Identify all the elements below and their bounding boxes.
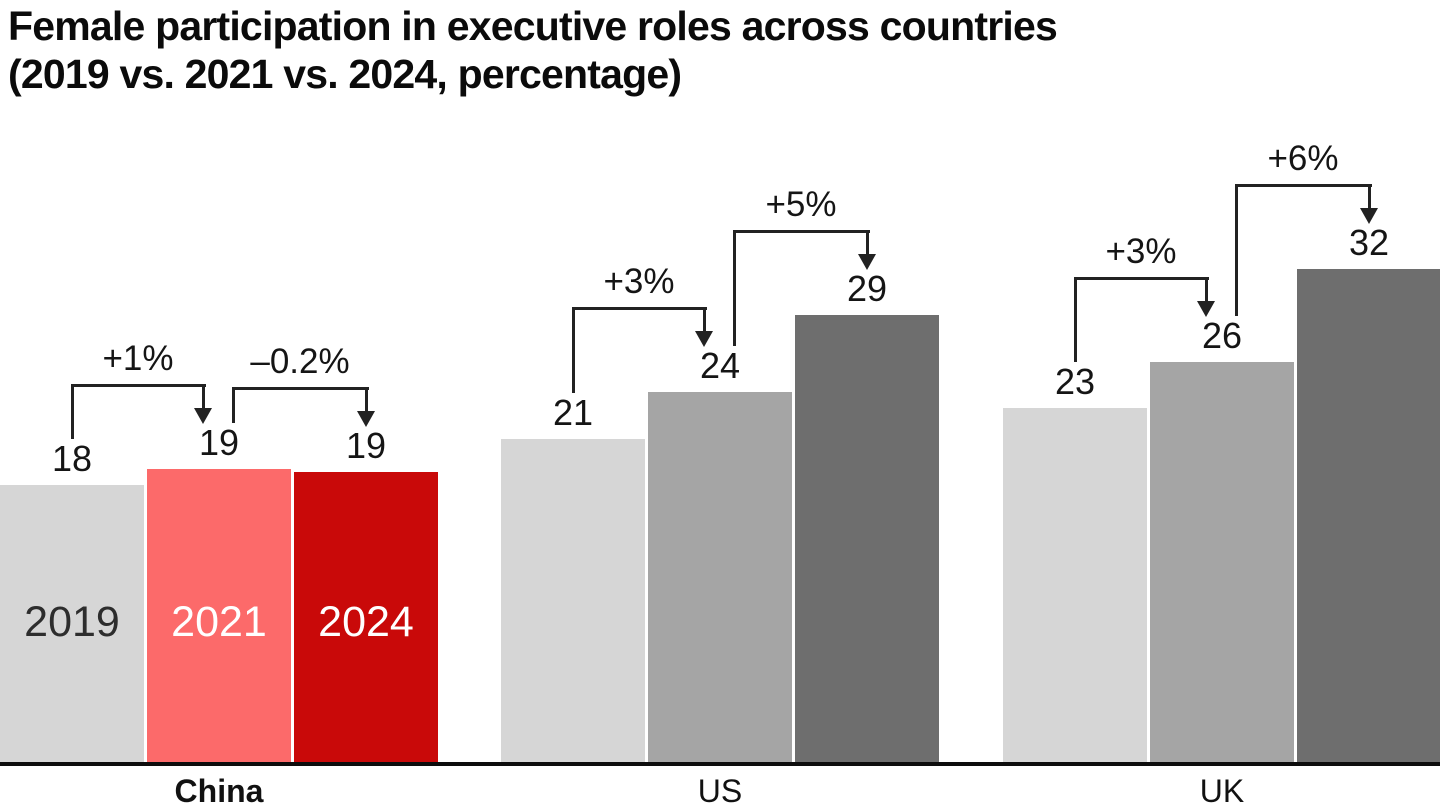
delta-label-uk-0: +3% (1105, 232, 1177, 271)
delta-bracket-arrow-stem-uk-1 (1368, 184, 1371, 208)
bar-uk-2024 (1297, 269, 1440, 762)
chart-title: Female participation in executive roles … (8, 3, 1058, 49)
delta-bracket-left-line-china-0 (71, 384, 74, 439)
country-label-uk: UK (1199, 773, 1245, 809)
delta-label-china-0: +1% (102, 339, 174, 378)
arrow-down-icon-china-0 (194, 408, 212, 424)
bar-value-label-us-2024: 29 (846, 268, 888, 309)
delta-bracket-arrow-stem-china-0 (202, 384, 205, 408)
bar-value-label-us-2021: 24 (699, 345, 741, 386)
arrow-down-icon-us-0 (695, 331, 713, 347)
bar-value-label-china-2024: 19 (345, 425, 387, 466)
bar-us-2024 (795, 315, 939, 762)
bar-value-label-uk-2024: 32 (1348, 222, 1390, 263)
delta-bracket-left-line-us-1 (733, 230, 736, 346)
bar-value-label-uk-2021: 26 (1201, 315, 1243, 356)
bar-china-2024 (294, 472, 438, 762)
bar-value-label-china-2021: 19 (198, 422, 240, 463)
bar-year-label-china-2021: 2021 (171, 598, 267, 646)
delta-bracket-left-line-uk-1 (1235, 184, 1238, 316)
delta-bracket-arrow-stem-china-1 (365, 387, 368, 411)
arrow-down-icon-china-1 (357, 411, 375, 427)
delta-label-us-1: +5% (765, 185, 837, 224)
delta-bracket-left-line-china-1 (232, 387, 235, 423)
delta-bracket-left-line-us-0 (572, 307, 575, 393)
delta-bracket-horizontal-us-1 (734, 230, 870, 233)
country-label-us: US (697, 773, 743, 809)
chart-title-block: Female participation in executive roles … (8, 2, 1058, 98)
x-axis-line (0, 762, 1440, 766)
delta-bracket-horizontal-china-0 (72, 384, 206, 387)
delta-bracket-left-line-uk-0 (1074, 277, 1077, 362)
bar-year-label-china-2024: 2024 (318, 598, 414, 646)
delta-bracket-arrow-stem-us-1 (866, 230, 869, 254)
bar-value-label-uk-2019: 23 (1054, 361, 1096, 402)
delta-bracket-horizontal-china-1 (233, 387, 369, 390)
delta-label-china-1: –0.2% (250, 342, 350, 381)
bar-uk-2019 (1003, 408, 1147, 762)
bar-china-2021 (147, 469, 291, 762)
country-label-china: China (174, 773, 264, 809)
delta-bracket-horizontal-uk-1 (1236, 184, 1372, 187)
delta-bracket-horizontal-uk-0 (1075, 277, 1209, 280)
delta-bracket-arrow-stem-us-0 (703, 307, 706, 331)
arrow-down-icon-uk-1 (1360, 208, 1378, 224)
arrow-down-icon-us-1 (858, 254, 876, 270)
delta-bracket-arrow-stem-uk-0 (1205, 277, 1208, 301)
delta-bracket-horizontal-us-0 (573, 307, 707, 310)
bar-year-label-china-2019: 2019 (24, 598, 120, 646)
bar-value-label-china-2019: 18 (51, 438, 93, 479)
chart-subtitle: (2019 vs. 2021 vs. 2024, percentage) (8, 51, 682, 97)
bar-value-label-us-2019: 21 (552, 392, 594, 433)
arrow-down-icon-uk-0 (1197, 301, 1215, 317)
bar-uk-2021 (1150, 362, 1294, 762)
bar-us-2019 (501, 439, 645, 762)
delta-label-us-0: +3% (603, 262, 675, 301)
delta-label-uk-1: +6% (1267, 139, 1339, 178)
bar-china-2019 (0, 485, 144, 762)
bar-us-2021 (648, 392, 792, 762)
